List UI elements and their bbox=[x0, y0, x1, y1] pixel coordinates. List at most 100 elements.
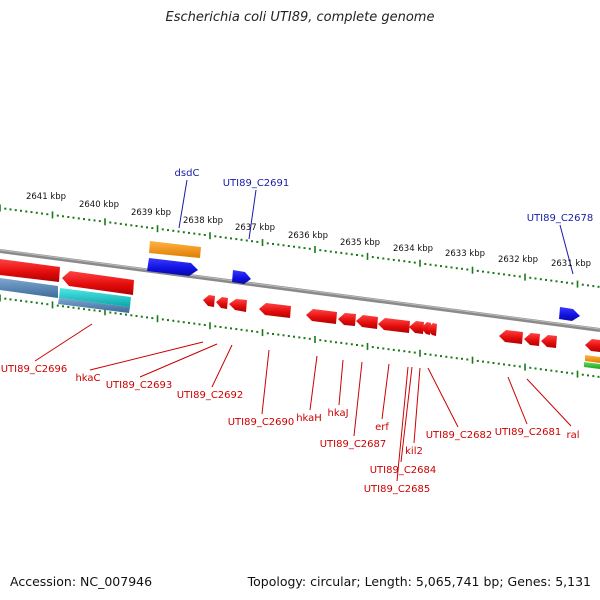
reverse-minor-tick bbox=[482, 360, 484, 363]
gene-label-UTI89_C2690[interactable]: UTI89_C2690 bbox=[228, 417, 295, 428]
forward-minor-tick bbox=[298, 246, 301, 249]
forward-minor-tick bbox=[566, 281, 568, 284]
gene-label-UTI89_C2684[interactable]: UTI89_C2684 bbox=[370, 465, 437, 476]
gene-label-UTI89_C2681[interactable]: UTI89_C2681 bbox=[495, 427, 562, 438]
gene-UTI89_C2692[interactable] bbox=[229, 299, 247, 312]
gene-steel-2[interactable] bbox=[58, 298, 130, 313]
gene-UTI89_C2687[interactable] bbox=[356, 315, 378, 329]
forward-minor-tick bbox=[550, 279, 553, 282]
gene-cyan[interactable] bbox=[59, 288, 131, 307]
gene-label-UTI89_C2692[interactable]: UTI89_C2692 bbox=[177, 390, 244, 401]
forward-minor-tick bbox=[88, 218, 91, 221]
reverse-minor-tick bbox=[224, 326, 227, 329]
gene-UTI89_C2696[interactable] bbox=[62, 271, 134, 295]
gene-hkaH[interactable] bbox=[306, 309, 337, 324]
gene-label-dsdC[interactable]: dsdC bbox=[175, 168, 200, 179]
gene-ral[interactable] bbox=[541, 335, 557, 348]
reverse-minor-tick bbox=[440, 355, 442, 358]
forward-minor-tick bbox=[408, 260, 411, 263]
reverse-minor-tick bbox=[587, 374, 589, 377]
forward-minor-tick bbox=[555, 280, 558, 283]
left-strand-genes bbox=[0, 278, 131, 313]
reverse-major-tick bbox=[314, 336, 316, 343]
reverse-minor-tick bbox=[9, 298, 12, 301]
gene-hkaJ[interactable] bbox=[338, 313, 356, 326]
reverse-minor-tick bbox=[14, 299, 17, 302]
forward-minor-tick bbox=[9, 208, 12, 211]
forward-minor-tick bbox=[545, 278, 547, 281]
reverse-minor-tick bbox=[434, 354, 437, 357]
reverse-minor-tick bbox=[508, 364, 511, 367]
reverse-minor-tick bbox=[235, 328, 238, 331]
gene-label-hkaC[interactable]: hkaC bbox=[75, 373, 100, 384]
gene-UTI89_C2682[interactable] bbox=[499, 330, 523, 344]
gene-steel-1[interactable] bbox=[0, 278, 58, 298]
gene-UTI89_C2681[interactable] bbox=[524, 333, 540, 346]
reverse-minor-tick bbox=[219, 326, 222, 328]
forward-minor-tick bbox=[46, 213, 49, 216]
gene-erf[interactable] bbox=[378, 318, 410, 333]
gene-forward-blue-1[interactable] bbox=[147, 258, 198, 276]
forward-minor-tick bbox=[240, 238, 243, 241]
reverse-minor-tick bbox=[287, 335, 290, 337]
gene-UTI89_C2678[interactable] bbox=[559, 307, 580, 321]
forward-minor-tick bbox=[140, 225, 143, 228]
forward-minor-tick bbox=[361, 254, 364, 257]
reverse-major-tick bbox=[261, 329, 264, 337]
label-leader-line bbox=[178, 179, 188, 229]
gene-green-right[interactable] bbox=[584, 362, 600, 369]
gene-label-kil2[interactable]: kil2 bbox=[405, 446, 423, 457]
gene-red-right-edge[interactable] bbox=[585, 339, 600, 352]
gene-label-UTI89_C2691[interactable]: UTI89_C2691 bbox=[223, 178, 290, 189]
forward-minor-tick bbox=[277, 243, 280, 246]
label-leader-line bbox=[139, 343, 218, 378]
gene-label-hkaH[interactable]: hkaH bbox=[296, 413, 322, 424]
gene-UTI89_C2690[interactable] bbox=[259, 303, 291, 318]
gene-orange-right[interactable] bbox=[585, 355, 600, 363]
gene-label-UTI89_C2687[interactable]: UTI89_C2687 bbox=[320, 439, 387, 450]
forward-minor-tick bbox=[497, 272, 500, 275]
reverse-minor-tick bbox=[41, 302, 43, 305]
forward-minor-tick bbox=[67, 216, 70, 218]
forward-minor-tick bbox=[266, 242, 269, 245]
gene-label-UTI89_C2696[interactable]: UTI89_C2696 bbox=[1, 364, 68, 375]
gene-label-UTI89_C2693[interactable]: UTI89_C2693 bbox=[106, 380, 173, 391]
gene-label-hkaJ[interactable]: hkaJ bbox=[327, 408, 348, 419]
reverse-minor-tick bbox=[581, 373, 584, 376]
gene-label-erf[interactable]: erf bbox=[375, 422, 389, 433]
gene-UTI89_C2693[interactable] bbox=[216, 297, 228, 309]
forward-minor-tick bbox=[503, 273, 505, 276]
reverse-minor-tick bbox=[408, 350, 411, 353]
kbp-label: 2637 kbp bbox=[235, 223, 275, 233]
gene-label-UTI89_C2682[interactable]: UTI89_C2682 bbox=[426, 430, 493, 441]
reverse-minor-tick bbox=[413, 351, 416, 354]
forward-major-tick bbox=[524, 273, 526, 281]
reverse-minor-tick bbox=[324, 339, 327, 342]
gene-label-UTI89_C2678[interactable]: UTI89_C2678 bbox=[527, 213, 594, 224]
reverse-minor-tick bbox=[245, 329, 248, 332]
gene-UTI89_C2685[interactable] bbox=[427, 323, 437, 336]
reverse-minor-tick bbox=[529, 366, 532, 369]
forward-minor-tick bbox=[492, 272, 495, 274]
forward-minor-tick bbox=[83, 218, 85, 221]
forward-minor-tick bbox=[188, 231, 190, 234]
gene-UTI89_C2684[interactable] bbox=[409, 321, 424, 334]
gene-red-left-1[interactable] bbox=[0, 259, 60, 282]
reverse-minor-tick bbox=[230, 327, 232, 330]
reverse-minor-tick bbox=[560, 371, 563, 373]
gene-dsdC[interactable] bbox=[149, 241, 201, 258]
gene-UTI89_C2691[interactable] bbox=[232, 270, 251, 284]
forward-minor-tick bbox=[382, 257, 385, 260]
gene-label-ral[interactable]: ral bbox=[566, 430, 579, 441]
gene-hkaC[interactable] bbox=[203, 295, 215, 307]
gene-kil2[interactable] bbox=[421, 322, 431, 335]
reverse-minor-tick bbox=[30, 301, 33, 304]
forward-major-tick bbox=[314, 246, 316, 253]
reverse-minor-tick bbox=[429, 353, 432, 356]
forward-minor-tick bbox=[445, 265, 448, 268]
reverse-gene-labels: UTI89_C2696 hkaC UTI89_C2693 UTI89_C2692… bbox=[1, 364, 580, 495]
forward-minor-tick bbox=[476, 269, 479, 272]
reverse-minor-tick bbox=[335, 341, 337, 344]
forward-minor-tick bbox=[146, 226, 148, 229]
gene-label-UTI89_C2685[interactable]: UTI89_C2685 bbox=[364, 484, 431, 495]
